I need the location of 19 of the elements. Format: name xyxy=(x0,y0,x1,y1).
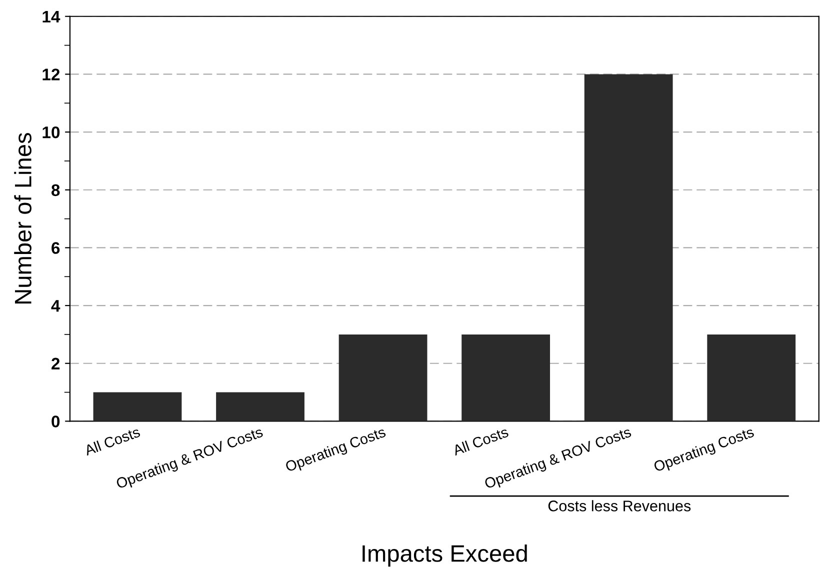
bar xyxy=(707,334,796,422)
x-axis-title: Impacts Exceed xyxy=(362,544,527,567)
y-tick-label: 0 xyxy=(52,416,60,428)
bar xyxy=(338,334,428,422)
y-tick-label: 8 xyxy=(51,184,60,196)
x-tick-label: All Costs xyxy=(452,426,509,456)
y-tick-label: 6 xyxy=(52,242,60,254)
x-tick-label: All Costs xyxy=(83,426,141,456)
bar xyxy=(93,392,182,422)
y-axis-title: Number of Lines xyxy=(14,133,32,304)
bar xyxy=(462,334,550,422)
y-tick-label: 2 xyxy=(52,358,60,370)
y-tick-label: 12 xyxy=(42,68,60,80)
y-tick-label: 10 xyxy=(42,126,60,138)
bar xyxy=(584,74,673,422)
y-tick-label: 14 xyxy=(42,10,60,22)
y-tick-label: 4 xyxy=(51,300,60,312)
bar xyxy=(216,392,304,422)
text: Costs less Revenues xyxy=(548,500,691,512)
